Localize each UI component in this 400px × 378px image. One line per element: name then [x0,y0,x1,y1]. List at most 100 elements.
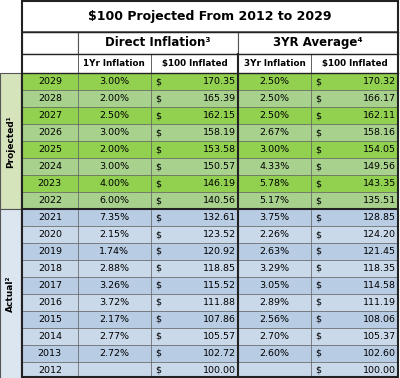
Text: 4.00%: 4.00% [99,179,129,188]
Bar [151,362,238,378]
Text: 1Yr Inflation: 1Yr Inflation [84,59,145,68]
Text: $: $ [155,111,161,120]
Text: $: $ [155,145,161,154]
Text: $100 Inflated: $100 Inflated [162,59,227,68]
Text: $: $ [315,264,321,273]
Bar [238,277,311,294]
Text: 2.88%: 2.88% [99,264,129,273]
Text: 149.56: 149.56 [363,162,396,171]
Text: 2021: 2021 [38,213,62,222]
Bar [0,209,21,378]
Text: 100.00: 100.00 [363,366,396,375]
Text: 140.56: 140.56 [203,196,236,205]
Bar [238,362,311,378]
Text: 115.52: 115.52 [203,281,236,290]
Text: $: $ [315,230,321,239]
Bar [22,54,78,73]
Text: $: $ [155,281,161,290]
Bar [78,294,151,311]
Bar [22,175,78,192]
Text: 2023: 2023 [38,179,62,188]
Bar [238,54,311,73]
Text: 111.19: 111.19 [363,298,396,307]
Text: 118.85: 118.85 [203,264,236,273]
Text: 7.35%: 7.35% [99,213,129,222]
Bar [311,141,398,158]
Text: 4.33%: 4.33% [259,162,290,171]
Text: 102.72: 102.72 [203,349,236,358]
Bar [151,277,238,294]
Text: 2.50%: 2.50% [260,94,290,103]
Text: 3YR Average⁴: 3YR Average⁴ [273,36,363,49]
Text: 124.20: 124.20 [363,230,396,239]
Bar [22,192,78,209]
Bar [311,226,398,243]
Text: $100 Inflated: $100 Inflated [322,59,388,68]
Bar [78,192,151,209]
Bar [311,175,398,192]
Text: $: $ [155,332,161,341]
Bar [311,345,398,362]
Text: 2012: 2012 [38,366,62,375]
Bar [311,124,398,141]
Text: 170.32: 170.32 [363,77,396,86]
Text: 3.00%: 3.00% [99,162,129,171]
Bar [78,362,151,378]
Bar [22,209,78,226]
Text: 2.72%: 2.72% [99,349,129,358]
Text: 2.50%: 2.50% [260,77,290,86]
Bar [78,260,151,277]
Text: $: $ [315,298,321,307]
Bar [151,141,238,158]
Text: 105.57: 105.57 [203,332,236,341]
Bar [238,90,311,107]
Bar [238,294,311,311]
Text: 120.92: 120.92 [203,247,236,256]
Bar [151,209,238,226]
Bar [22,328,78,345]
Text: 111.88: 111.88 [203,298,236,307]
Text: 5.17%: 5.17% [260,196,290,205]
Text: Actual²: Actual² [6,276,15,312]
Bar [238,175,311,192]
Text: $: $ [315,77,321,86]
Text: $: $ [315,332,321,341]
Text: $: $ [315,196,321,205]
Bar [151,226,238,243]
Text: 102.60: 102.60 [363,349,396,358]
Bar [78,226,151,243]
Bar [151,294,238,311]
Bar [78,90,151,107]
Text: $: $ [315,213,321,222]
Bar [151,260,238,277]
Text: $100 Projected From 2012 to 2029: $100 Projected From 2012 to 2029 [88,10,332,23]
Text: 146.19: 146.19 [203,179,236,188]
Bar [78,311,151,328]
Bar [311,260,398,277]
Bar [311,209,398,226]
Bar [78,345,151,362]
Text: 2.26%: 2.26% [260,230,290,239]
Text: 2017: 2017 [38,281,62,290]
Bar [78,209,151,226]
Bar [78,124,151,141]
Bar [238,141,311,158]
Text: $: $ [155,315,161,324]
Bar [238,73,311,90]
Text: 2024: 2024 [38,162,62,171]
Bar [22,277,78,294]
Bar [22,32,78,54]
Text: 162.15: 162.15 [203,111,236,120]
Text: 2014: 2014 [38,332,62,341]
Text: 2027: 2027 [38,111,62,120]
Bar [238,124,311,141]
Bar [151,73,238,90]
Text: $: $ [155,366,161,375]
Bar [238,260,311,277]
Text: 114.58: 114.58 [363,281,396,290]
Text: 2019: 2019 [38,247,62,256]
Text: 170.35: 170.35 [203,77,236,86]
Text: $: $ [155,298,161,307]
Bar [78,175,151,192]
Text: 5.78%: 5.78% [260,179,290,188]
